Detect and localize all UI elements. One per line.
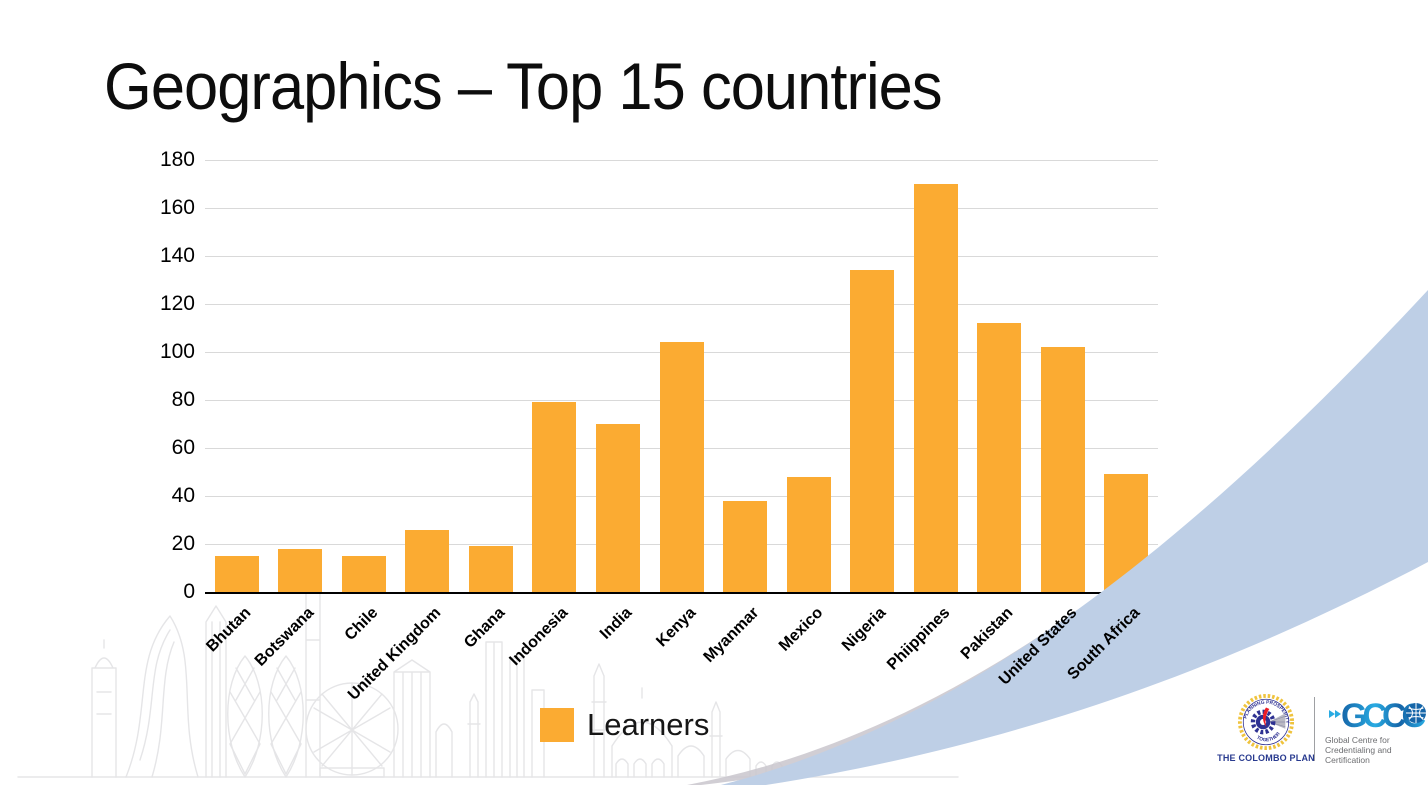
logo-divider: [1314, 697, 1315, 761]
colombo-plan-logo: PLANNING PROSPERITY TOGETHER THE COLOMBO…: [1217, 693, 1315, 763]
gridline-160: [205, 208, 1158, 209]
gccc-logo: GCCC Global Centre for Credentialing and…: [1325, 693, 1428, 765]
x-label-ghana: Ghana: [460, 604, 509, 652]
y-tick-label-140: 140: [159, 244, 195, 267]
y-tick-label-120: 120: [159, 292, 195, 315]
gccc-tagline-2: Credentialing and Certification: [1325, 745, 1392, 765]
x-axis-line: [205, 592, 1158, 594]
colombo-plan-name: THE COLOMBO PLAN: [1217, 753, 1315, 763]
x-label-south-africa: South Africa: [1064, 604, 1144, 684]
gccc-tagline-1: Global Centre for: [1325, 735, 1390, 745]
gridline-180: [205, 160, 1158, 161]
swoosh-blue-band: [720, 290, 1428, 785]
x-label-botswana: Botswana: [252, 604, 318, 670]
y-tick-label-0: 0: [183, 580, 195, 603]
colombo-flame: [1262, 707, 1270, 727]
bar-botswana: [278, 548, 323, 592]
y-tick-label-20: 20: [171, 532, 195, 555]
gridline-140: [205, 256, 1158, 257]
y-tick-label-80: 80: [171, 388, 195, 411]
colombo-plan-emblem-icon: PLANNING PROSPERITY TOGETHER: [1237, 693, 1295, 751]
x-label-united-kingdom: United Kingdom: [345, 604, 445, 704]
colombo-fan-rays: [1268, 713, 1286, 729]
bar-india: [595, 424, 640, 592]
x-label-bhutan: Bhutan: [203, 604, 255, 656]
bar-chile: [341, 556, 386, 592]
y-tick-label-40: 40: [171, 484, 195, 507]
bar-ghana: [468, 546, 513, 592]
legend-swatch: [540, 708, 574, 742]
chart-legend: Learners: [540, 707, 709, 743]
slide-title: Geographics – Top 15 countries: [104, 49, 943, 123]
bar-nigeria: [850, 270, 895, 592]
y-tick-label-160: 160: [159, 196, 195, 219]
bar-kenya: [659, 342, 704, 592]
y-tick-label-100: 100: [159, 340, 195, 363]
bar-indonesia: [532, 402, 577, 592]
bar-united-states: [1040, 347, 1085, 592]
x-label-united-states: United States: [995, 604, 1081, 689]
bar-mexico: [786, 476, 831, 592]
gridline-120: [205, 304, 1158, 305]
y-tick-label-180: 180: [159, 148, 195, 171]
legend-label: Learners: [587, 707, 710, 742]
bar-bhutan: [214, 556, 259, 592]
footer-logos: PLANNING PROSPERITY TOGETHER THE COLOMBO…: [1217, 693, 1428, 765]
bar-pakistan: [977, 323, 1022, 592]
gccc-wordmark-icon: GCCC: [1329, 697, 1428, 735]
bar-united-kingdom: [405, 529, 450, 592]
bar-myanmar: [723, 500, 768, 592]
x-label-nigeria: Nigeria: [839, 604, 890, 655]
x-label-phiippines: Phiippines: [883, 604, 953, 674]
y-tick-label-60: 60: [171, 436, 195, 459]
bar-phiippines: [913, 184, 958, 592]
x-label-pakistan: Pakistan: [957, 604, 1017, 663]
